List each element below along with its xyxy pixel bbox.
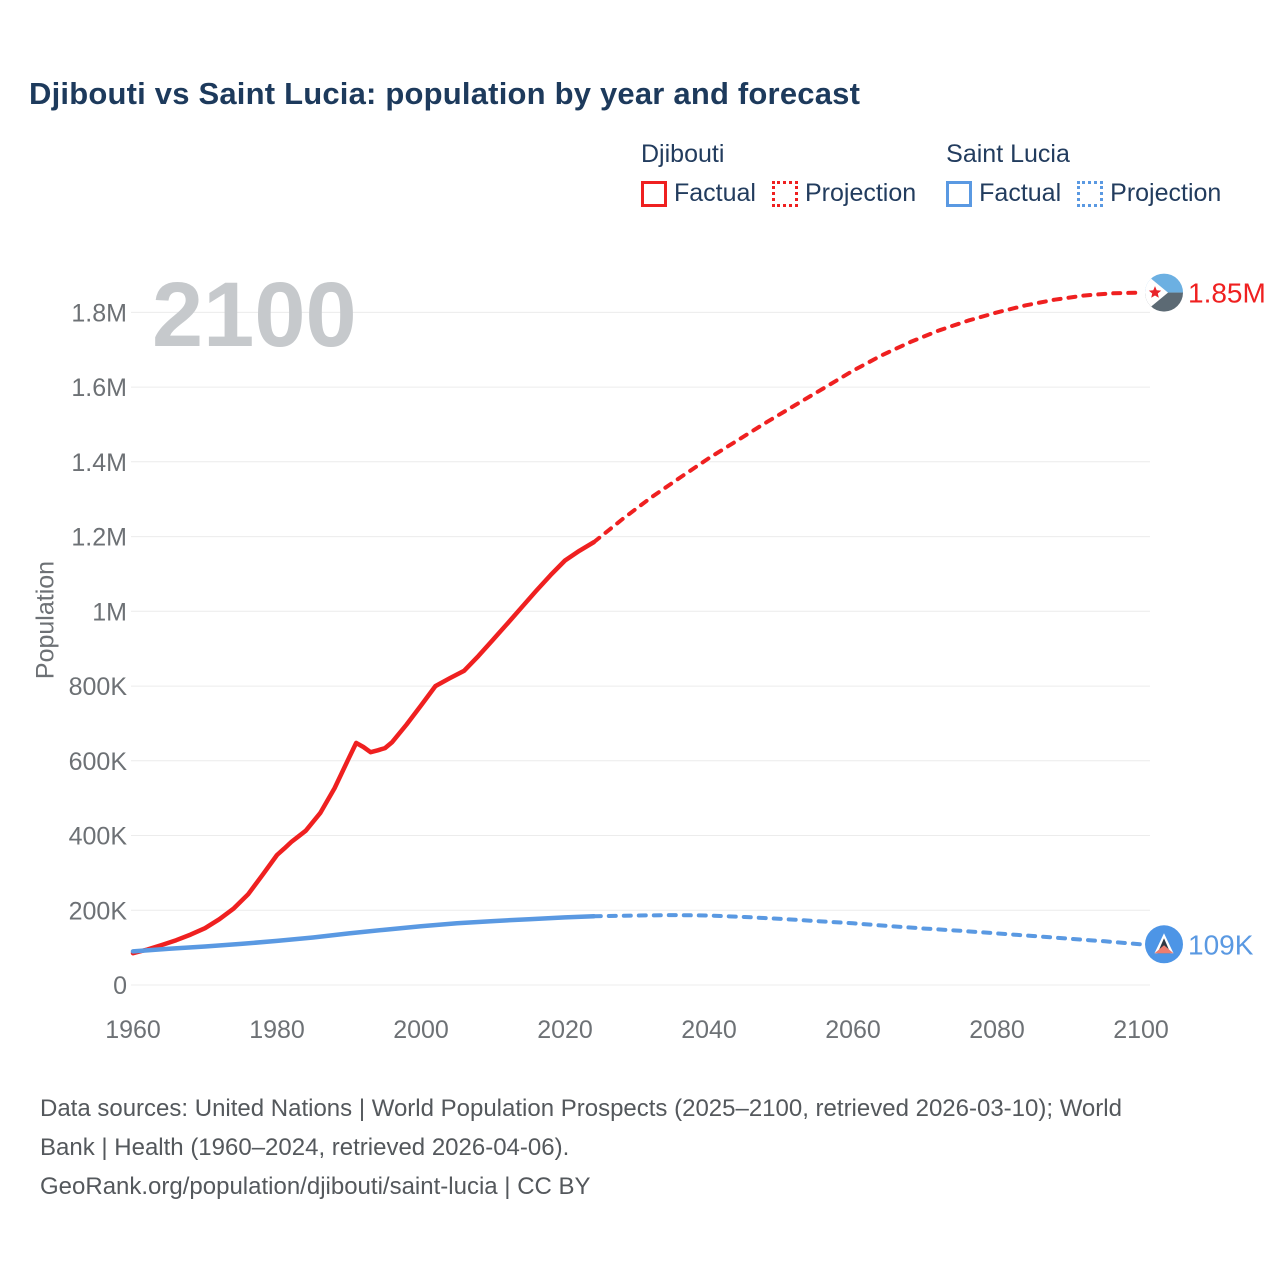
x-tick-label: 2020 xyxy=(537,1016,593,1044)
chart-title: Djibouti vs Saint Lucia: population by y… xyxy=(29,76,861,111)
dotted-line-swatch-icon xyxy=(771,180,798,207)
legend-group-djibouti: Djibouti Factual Projection xyxy=(641,140,916,208)
legend-group-title-djibouti: Djibouti xyxy=(641,140,725,168)
y-tick-label: 800K xyxy=(69,673,128,701)
series-djibouti-projection xyxy=(591,290,1143,545)
dotted-line-swatch-icon xyxy=(1077,180,1104,207)
end-label-djibouti-projection: 1.85M xyxy=(1188,278,1266,309)
end-label-saint-lucia-projection: 109K xyxy=(1188,929,1254,960)
watermark-year: 2100 xyxy=(152,264,357,366)
legend-group-saint-lucia: Saint Lucia Factual Projection xyxy=(946,140,1221,208)
y-tick-label: 1.2M xyxy=(71,524,127,552)
y-axis-title: Population xyxy=(31,560,60,680)
x-tick-label: 2100 xyxy=(1113,1016,1169,1044)
solid-line-swatch-icon xyxy=(946,180,973,207)
legend-item-djibouti-factual[interactable]: Factual xyxy=(641,179,756,208)
footer: Data sources: United Nations | World Pop… xyxy=(40,1089,1240,1206)
y-tick-label: 1.8M xyxy=(71,299,127,327)
x-tick-label: 2080 xyxy=(969,1016,1025,1044)
series-saint-lucia-projection xyxy=(591,913,1143,947)
series-djibouti-factual xyxy=(130,539,597,956)
legend: Djibouti Factual Projection Saint Lucia … xyxy=(641,140,1221,208)
legend-item-label: Projection xyxy=(804,179,917,207)
solid-line-swatch-icon xyxy=(641,180,667,207)
y-tick-label: 1M xyxy=(92,598,127,626)
y-tick-label: 1.6M xyxy=(71,374,127,402)
x-tick-label: 2060 xyxy=(825,1016,881,1044)
footer-data-sources-line: Data sources: United Nations | World Pop… xyxy=(40,1095,1122,1122)
x-tick-label: 2000 xyxy=(393,1016,449,1044)
legend-item-label: Projection xyxy=(1110,179,1222,207)
series-saint-lucia-factual xyxy=(130,913,597,954)
y-tick-label: 1.4M xyxy=(71,449,127,477)
x-tick-label: 1980 xyxy=(249,1016,305,1044)
flag-djibouti-icon xyxy=(1145,273,1183,312)
legend-item-djibouti-projection[interactable]: Projection xyxy=(771,179,917,208)
x-tick-label: 1960 xyxy=(105,1016,161,1044)
legend-item-label: Factual xyxy=(979,179,1062,207)
legend-item-saint-lucia-projection[interactable]: Projection xyxy=(1077,179,1221,208)
footer-data-sources-line: Bank | Health (1960–2024, retrieved 2026… xyxy=(40,1134,570,1161)
y-tick-label: 200K xyxy=(69,897,128,925)
flag-saint-lucia-icon xyxy=(1145,925,1183,964)
y-tick-label: 0 xyxy=(113,972,127,1000)
y-tick-label: 600K xyxy=(69,748,128,776)
y-tick-label: 400K xyxy=(69,823,128,851)
footer-attribution-line: GeoRank.org/population/djibouti/saint-lu… xyxy=(40,1173,591,1200)
legend-item-saint-lucia-factual[interactable]: Factual xyxy=(946,179,1061,208)
x-tick-label: 2040 xyxy=(681,1016,737,1044)
legend-item-label: Factual xyxy=(674,179,756,207)
legend-group-title-saint-lucia: Saint Lucia xyxy=(946,140,1070,168)
